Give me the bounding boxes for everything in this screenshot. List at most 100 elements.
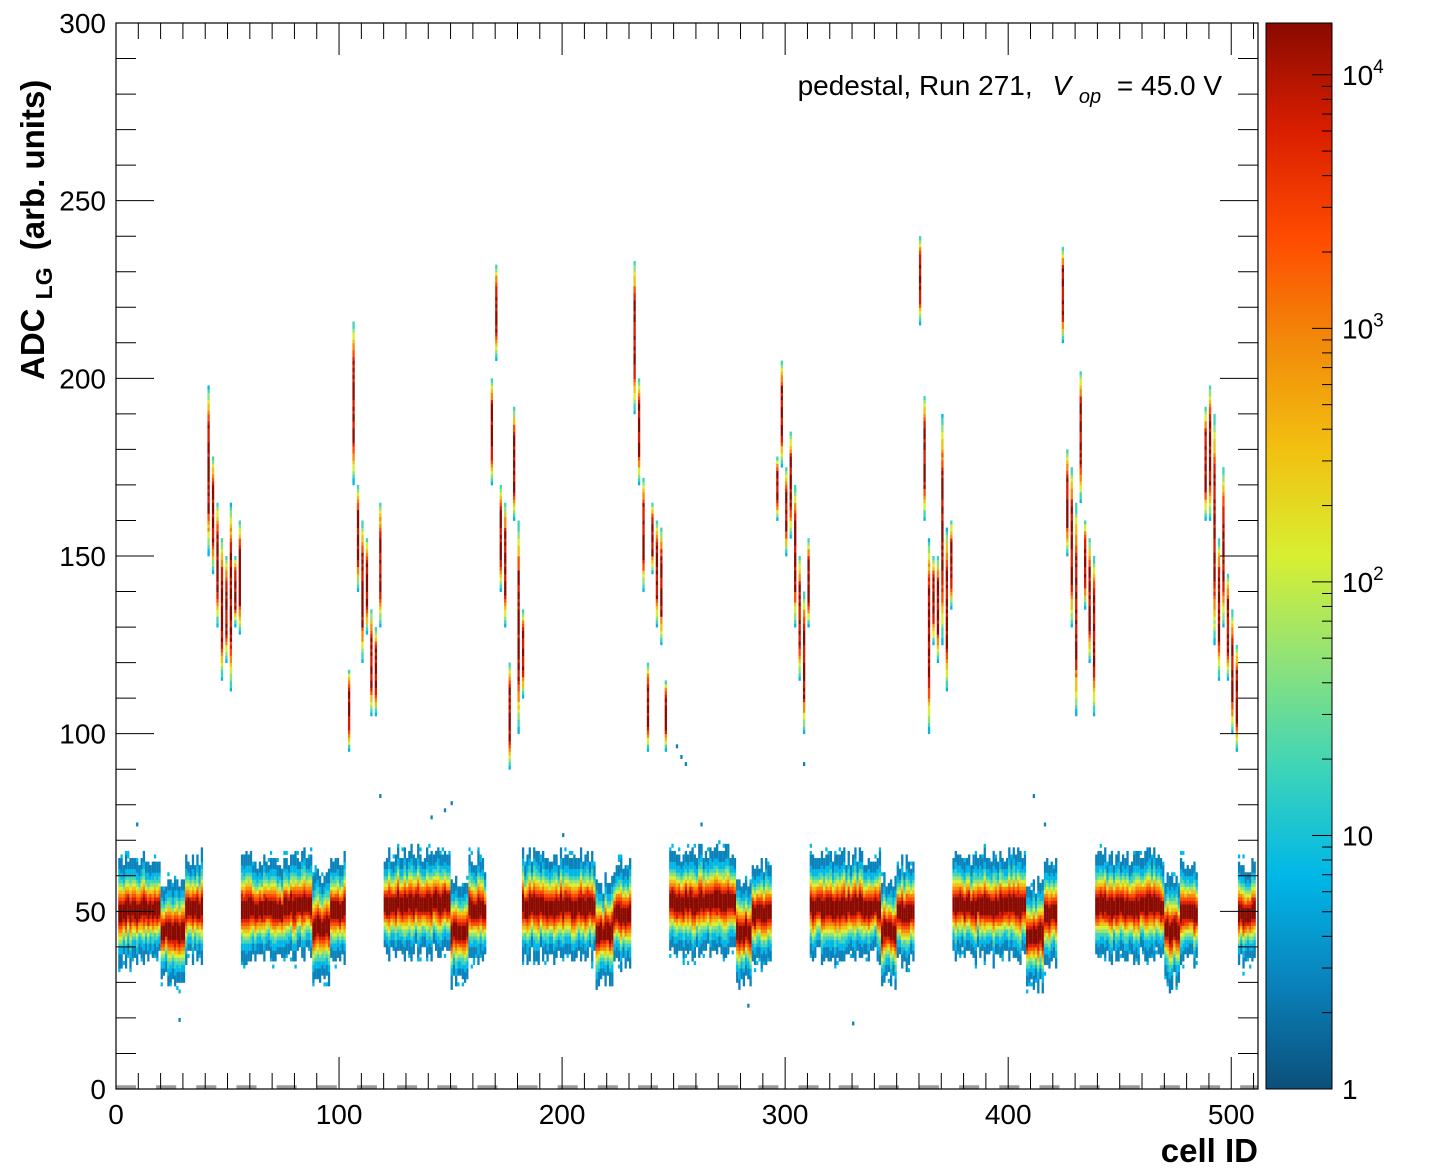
pedestal-cell xyxy=(575,953,578,958)
pedestal-cell xyxy=(138,936,141,941)
pedestal-cell xyxy=(142,943,146,948)
pedestal-cell xyxy=(131,890,134,894)
pedestal-cell xyxy=(285,879,288,884)
pedestal-cell xyxy=(292,861,295,866)
pedestal-cell xyxy=(426,882,429,887)
pedestal-cell xyxy=(475,911,478,916)
pedestal-cell xyxy=(278,936,282,941)
pedestal-cell xyxy=(310,890,313,894)
pedestal-cell xyxy=(484,936,487,941)
pedestal-cell xyxy=(546,886,549,891)
pedestal-cell xyxy=(127,950,130,955)
pedestal-cell xyxy=(399,900,402,905)
pedestal-cell xyxy=(173,982,177,987)
pedestal-cell xyxy=(314,968,317,973)
pedestal-cell xyxy=(595,943,598,948)
pedestal-cell xyxy=(548,882,551,887)
pedestal-cell xyxy=(178,936,181,941)
pedestal-cell xyxy=(530,943,534,948)
pedestal-cell xyxy=(426,904,429,909)
pedestal-cell xyxy=(189,921,192,926)
pedestal-cell xyxy=(582,900,585,905)
pedestal-cell xyxy=(332,936,335,941)
pedestal-cell xyxy=(562,904,565,909)
pedestal-cell xyxy=(269,911,273,916)
pedestal-cell xyxy=(180,893,183,898)
pedestal-cell xyxy=(452,914,456,919)
pedestal-cell xyxy=(303,900,306,905)
pedestal-cell xyxy=(461,882,464,887)
pedestal-cell xyxy=(198,918,201,923)
pedestal-cell xyxy=(314,950,317,955)
pedestal-cell xyxy=(390,872,393,877)
pedestal-cell xyxy=(269,921,273,926)
pedestal-cell xyxy=(182,968,186,973)
pedestal-cell xyxy=(437,921,440,926)
pedestal-cell xyxy=(120,943,123,948)
pedestal-cell xyxy=(194,897,197,902)
pedestal-cell xyxy=(455,886,458,891)
pedestal-cell xyxy=(383,900,386,905)
pedestal-cell xyxy=(573,904,576,909)
pedestal-cell xyxy=(131,865,134,870)
pedestal-cell xyxy=(194,872,197,877)
pedestal-cell xyxy=(446,900,449,905)
pedestal-cell xyxy=(194,907,197,912)
pedestal-cell xyxy=(484,943,487,948)
pedestal-cell xyxy=(314,932,317,937)
pedestal-cell xyxy=(591,939,594,944)
pedestal-cell xyxy=(133,879,137,884)
pedestal-cell xyxy=(573,879,576,884)
pedestal-cell xyxy=(537,872,540,877)
pedestal-cell xyxy=(136,961,139,966)
pedestal-cell xyxy=(577,875,580,880)
pedestal-cell xyxy=(481,943,485,948)
pedestal-cell xyxy=(606,932,609,937)
pedestal-cell xyxy=(285,897,288,902)
pedestal-cell xyxy=(200,936,204,941)
pedestal-cell xyxy=(428,904,431,909)
pedestal-cell xyxy=(470,950,473,955)
pedestal-cell xyxy=(414,872,418,877)
pedestal-cell xyxy=(394,911,398,916)
pedestal-cell xyxy=(303,953,306,958)
pedestal-cell xyxy=(470,925,473,930)
pedestal-cell xyxy=(533,914,536,919)
pedestal-cell xyxy=(423,904,427,909)
pedestal-cell xyxy=(131,900,134,905)
pedestal-cell xyxy=(461,929,464,934)
pedestal-cell xyxy=(428,925,431,930)
pedestal-cell xyxy=(198,907,201,912)
pedestal-cell xyxy=(310,875,313,880)
pedestal-cell xyxy=(595,982,598,987)
pedestal-cell xyxy=(423,893,427,898)
pedestal-cell xyxy=(149,914,152,919)
pedestal-cell xyxy=(321,932,324,937)
pedestal-cell xyxy=(158,932,161,937)
pedestal-cell xyxy=(278,897,282,902)
pedestal-cell xyxy=(434,854,438,859)
pedestal-cell xyxy=(403,879,407,884)
pedestal-cell xyxy=(412,921,415,926)
pedestal-cell xyxy=(437,861,440,866)
pedestal-cell xyxy=(196,918,199,923)
pedestal-cell xyxy=(298,890,302,894)
pedestal-cell xyxy=(526,897,529,902)
pedestal-cell xyxy=(390,900,393,905)
pedestal-cell xyxy=(537,939,540,944)
pedestal-cell xyxy=(466,961,469,966)
pedestal-cell xyxy=(167,904,170,909)
pedestal-cell xyxy=(401,925,404,930)
pedestal-cell xyxy=(156,907,159,912)
pedestal-cell xyxy=(129,907,132,912)
pedestal-cell xyxy=(550,890,554,894)
pedestal-cell xyxy=(314,925,317,930)
pedestal-cell xyxy=(550,868,554,873)
pedestal-cell xyxy=(613,893,616,898)
pedestal-cell xyxy=(120,961,123,966)
pedestal-cell xyxy=(341,865,344,870)
pedestal-cell xyxy=(423,861,427,866)
pedestal-cell xyxy=(167,975,170,980)
pedestal-cell xyxy=(600,907,603,912)
pedestal-cell xyxy=(434,943,438,948)
